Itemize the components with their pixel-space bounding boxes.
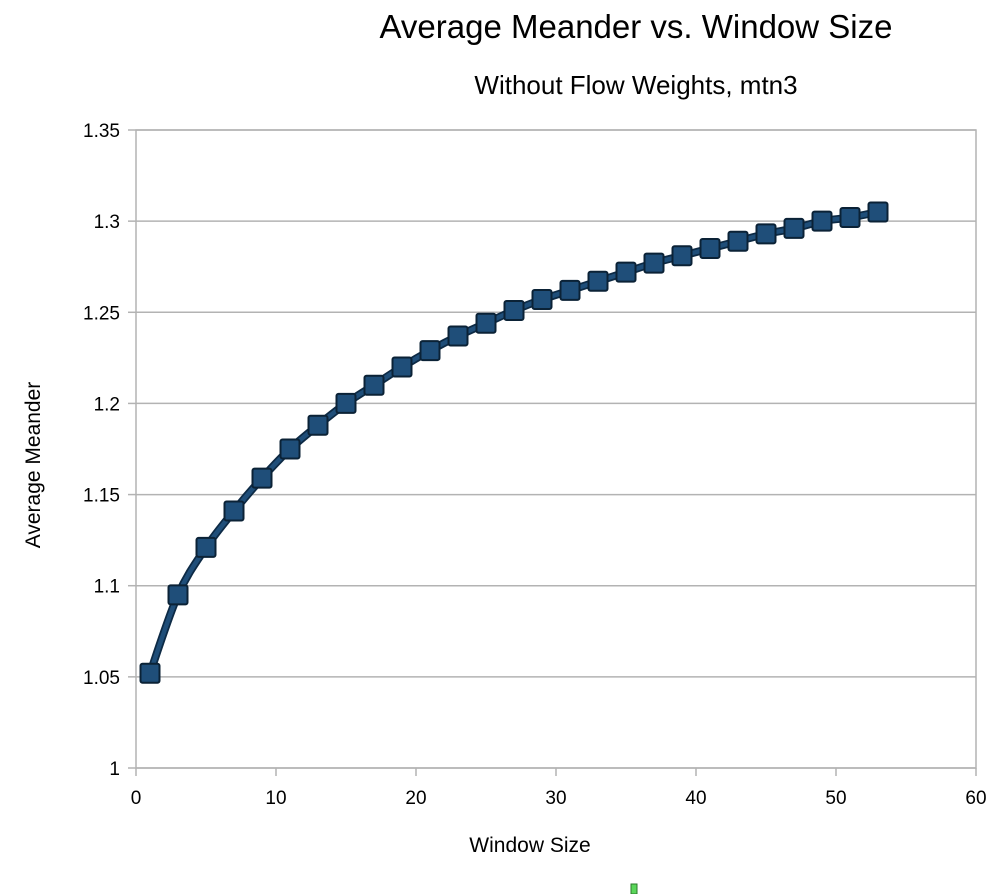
x-tick-label: 50	[825, 788, 846, 809]
x-tick-label: 30	[545, 788, 566, 809]
data-point-marker	[223, 500, 245, 522]
data-point-marker	[391, 356, 413, 378]
data-point-marker	[811, 210, 833, 232]
data-point-marker	[195, 536, 217, 558]
y-tick-label: 1.15	[83, 486, 120, 507]
x-tick-label: 60	[965, 788, 986, 809]
data-point-marker	[335, 392, 357, 414]
chart-title: Average Meander vs. Window Size	[380, 8, 893, 45]
x-tick-label: 10	[265, 788, 286, 809]
y-tick-label: 1	[109, 759, 120, 780]
data-point-marker	[251, 467, 273, 489]
y-tick-label: 1.1	[94, 577, 120, 598]
data-point-marker	[307, 414, 329, 436]
data-point-marker	[447, 325, 469, 347]
data-point-marker	[503, 299, 525, 321]
data-point-marker	[363, 374, 385, 396]
data-point-marker	[475, 312, 497, 334]
data-point-marker	[643, 252, 665, 274]
x-tick-label: 0	[131, 788, 142, 809]
y-tick-label: 1.25	[83, 303, 120, 324]
y-tick-label: 1.35	[83, 121, 120, 142]
y-axis-ticks: 1 1.05 1.1 1.15 1.2 1.25 1.3 1.35	[83, 121, 120, 780]
data-point-marker	[167, 584, 189, 606]
y-tick-label: 1.05	[83, 668, 120, 689]
series-layer	[139, 201, 889, 684]
data-point-marker	[279, 438, 301, 460]
series-line	[147, 209, 881, 676]
green-marker-artifact	[630, 883, 638, 894]
data-point-marker	[419, 340, 441, 362]
y-tick-label: 1.3	[94, 212, 120, 233]
data-point-marker	[671, 245, 693, 267]
data-point-marker	[839, 206, 861, 228]
data-point-marker	[727, 230, 749, 252]
data-point-marker	[559, 279, 581, 301]
data-point-marker	[587, 270, 609, 292]
chart-subtitle: Without Flow Weights, mtn3	[474, 70, 797, 100]
data-point-marker	[531, 289, 553, 311]
x-tick-label: 20	[405, 788, 426, 809]
x-axis-label: Window Size	[469, 834, 590, 857]
x-tick-label: 40	[685, 788, 706, 809]
data-point-marker	[783, 217, 805, 239]
y-axis-label: Average Meander	[22, 382, 45, 549]
x-axis-ticks: 0 10 20 30 40 50 60	[131, 788, 987, 809]
data-point-marker	[615, 261, 637, 283]
y-tick-label: 1.2	[94, 394, 120, 415]
series-line-outline	[146, 208, 882, 678]
grid-lines	[136, 129, 976, 769]
tick-marks	[128, 129, 977, 776]
data-point-marker	[699, 237, 721, 259]
data-point-marker	[755, 223, 777, 245]
data-point-marker	[867, 201, 889, 223]
data-point-marker	[139, 662, 161, 684]
